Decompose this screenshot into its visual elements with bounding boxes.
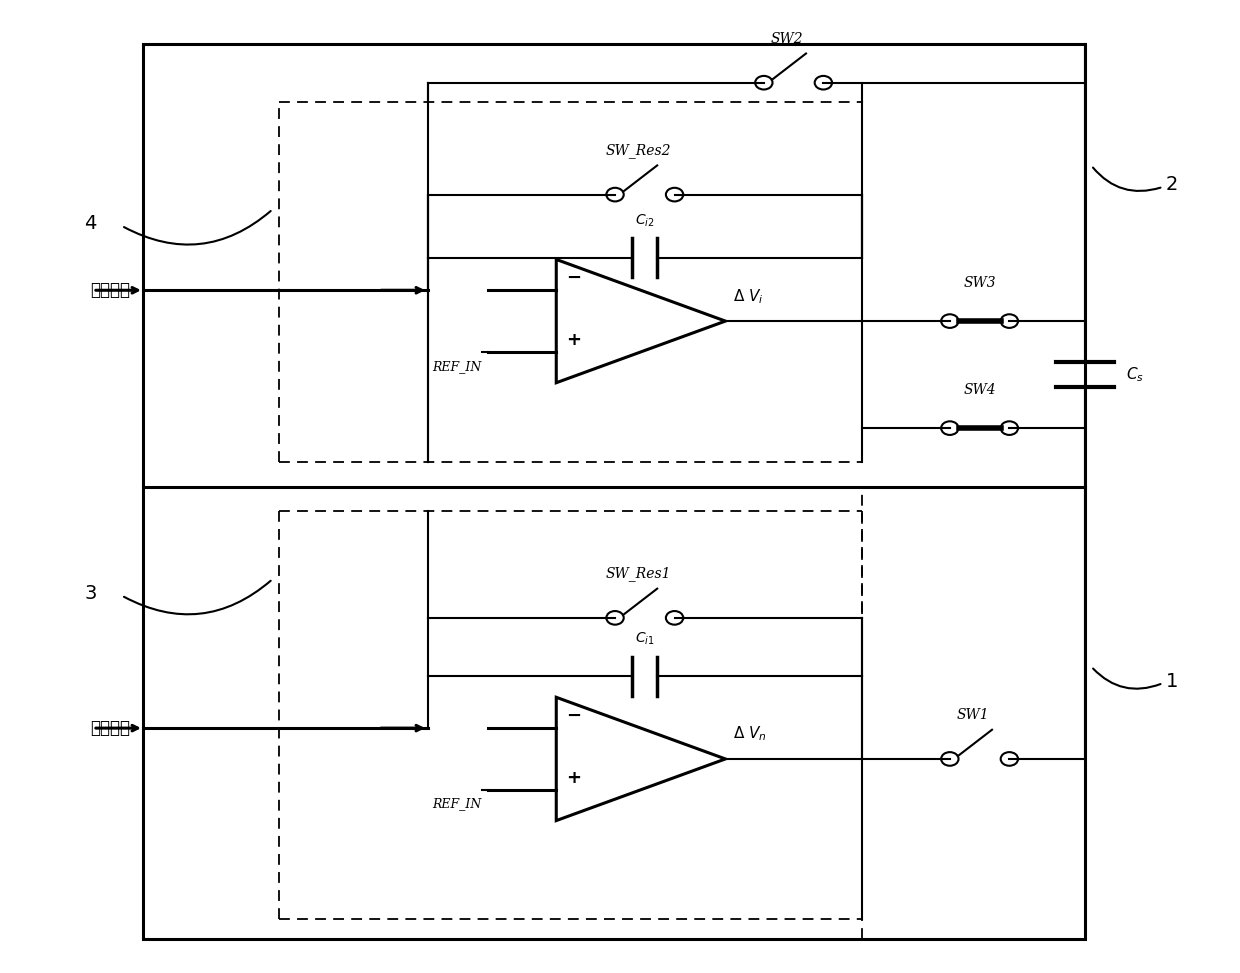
Text: 共模信号: 共模信号	[91, 719, 130, 738]
Text: $C_s$: $C_s$	[1126, 365, 1143, 384]
Text: 3: 3	[84, 584, 97, 603]
Text: REF_IN: REF_IN	[433, 798, 482, 811]
Text: −: −	[567, 270, 582, 287]
Text: SW1: SW1	[957, 708, 990, 722]
Text: +: +	[567, 331, 582, 349]
Text: $C_{i2}$: $C_{i2}$	[635, 212, 655, 229]
Text: 指纹信号: 指纹信号	[91, 281, 130, 300]
Text: SW_Res2: SW_Res2	[606, 143, 671, 158]
Text: 4: 4	[84, 214, 97, 234]
Text: SW3: SW3	[963, 276, 996, 290]
Text: SW2: SW2	[771, 32, 804, 46]
Text: $\Delta\ V_n$: $\Delta\ V_n$	[733, 725, 766, 743]
Text: 2: 2	[1166, 175, 1178, 195]
Text: SW4: SW4	[963, 383, 996, 397]
Text: +: +	[567, 769, 582, 787]
Text: REF_IN: REF_IN	[433, 360, 482, 373]
Text: SW_Res1: SW_Res1	[606, 566, 671, 581]
Text: $\Delta\ V_i$: $\Delta\ V_i$	[733, 287, 764, 306]
Bar	[143, 44, 1085, 939]
Text: −: −	[567, 707, 582, 725]
Text: 1: 1	[1166, 671, 1178, 691]
Text: $C_{i1}$: $C_{i1}$	[635, 631, 655, 647]
